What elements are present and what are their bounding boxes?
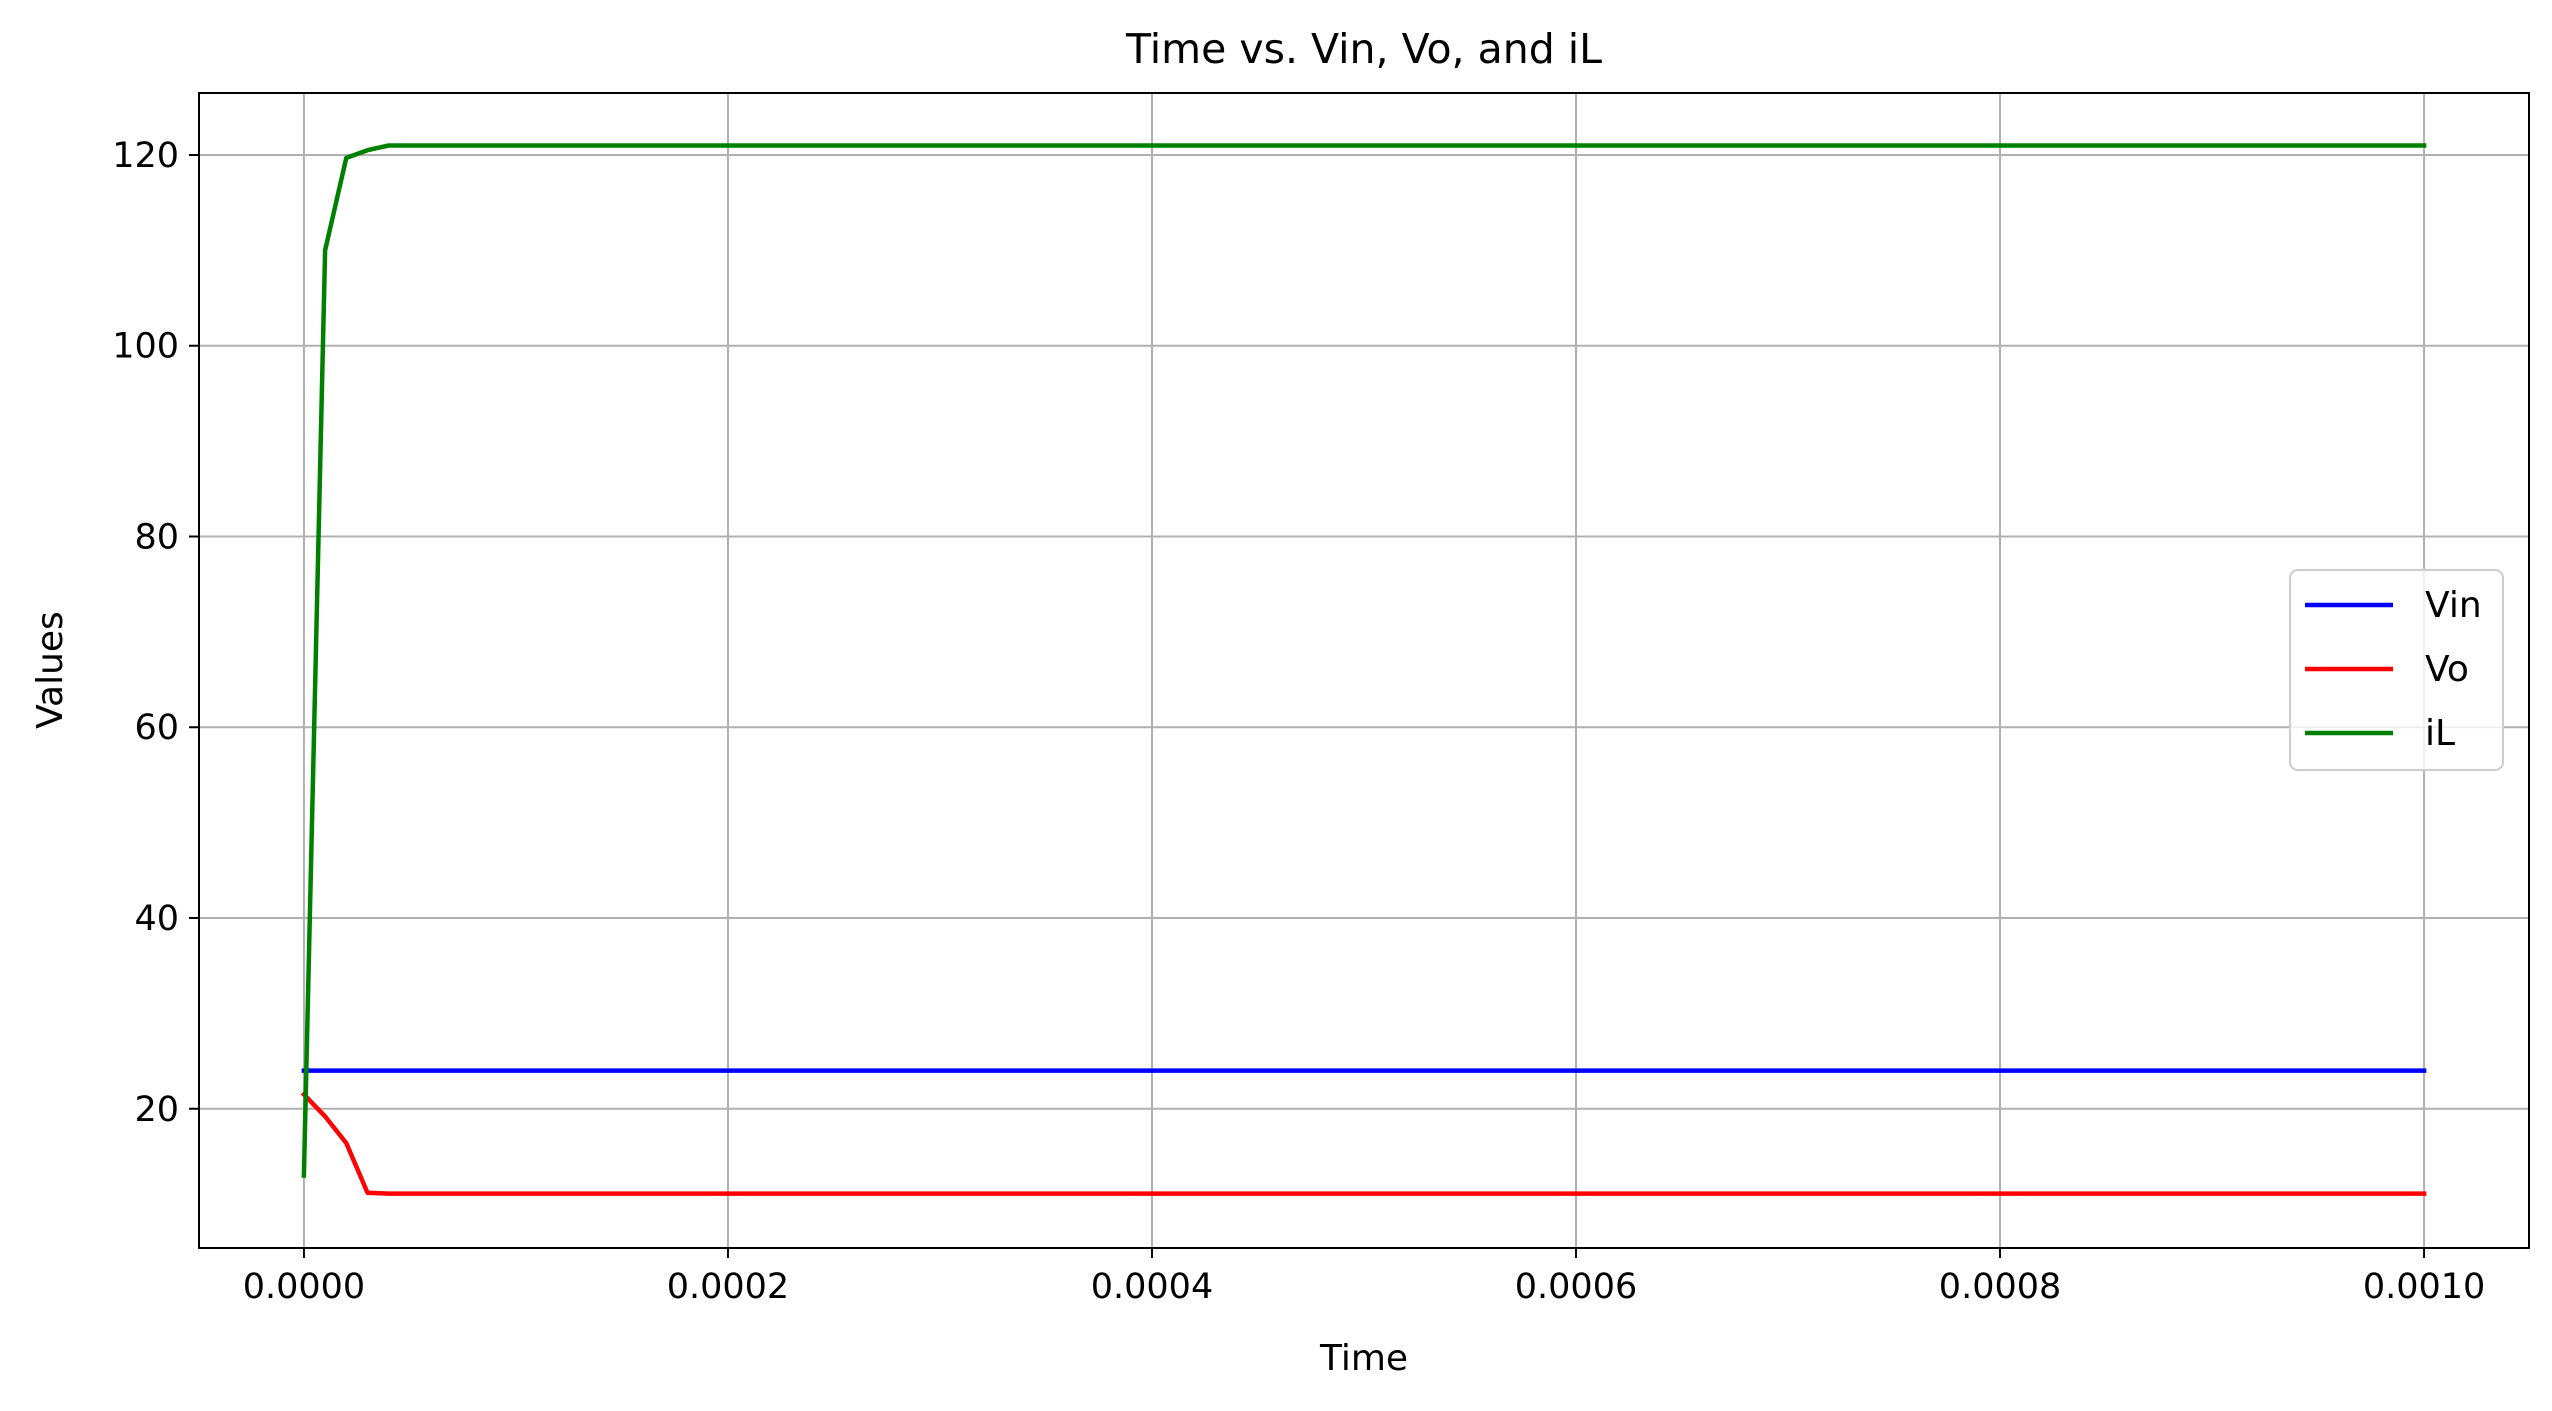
legend-items: Vin Vo iL	[2305, 585, 2482, 754]
legend-box	[2289, 569, 2504, 771]
plot-area-frame	[198, 92, 2530, 1249]
series-lines	[300, 143, 2427, 1196]
x-tick-label: 0.0006	[1515, 1267, 1637, 1307]
y-tick-label: 60	[134, 708, 179, 748]
x-axis-label: Time	[1319, 1338, 1408, 1379]
y-axis-ticks: 20 40 60 80 100 120	[112, 136, 199, 1130]
legend-label-vo: Vo	[2425, 649, 2469, 690]
x-tick-label: 0.0000	[243, 1267, 365, 1307]
y-tick-label: 20	[134, 1090, 179, 1130]
legend-label-vin: Vin	[2425, 585, 2482, 626]
legend-label-il: iL	[2425, 713, 2455, 754]
legend: Vin Vo iL	[2289, 569, 2504, 771]
x-tick-label: 0.0002	[667, 1267, 789, 1307]
x-axis-ticks: 0.0000 0.0002 0.0004 0.0006 0.0008 0.0010	[243, 1248, 2485, 1307]
y-axis-label: Values	[30, 611, 71, 729]
y-tick-label: 120	[112, 136, 179, 176]
y-tick-label: 40	[134, 899, 179, 939]
series-line-vo	[300, 1091, 2427, 1196]
x-tick-label: 0.0008	[1939, 1267, 2061, 1307]
y-tick-label: 100	[112, 327, 179, 367]
x-tick-label: 0.0004	[1091, 1267, 1213, 1307]
x-tick-label: 0.0010	[2363, 1267, 2485, 1307]
y-tick-label: 80	[134, 517, 179, 557]
chart-title: Time vs. Vin, Vo, and iL	[1125, 25, 1602, 73]
series-line-il	[301, 143, 2427, 1178]
